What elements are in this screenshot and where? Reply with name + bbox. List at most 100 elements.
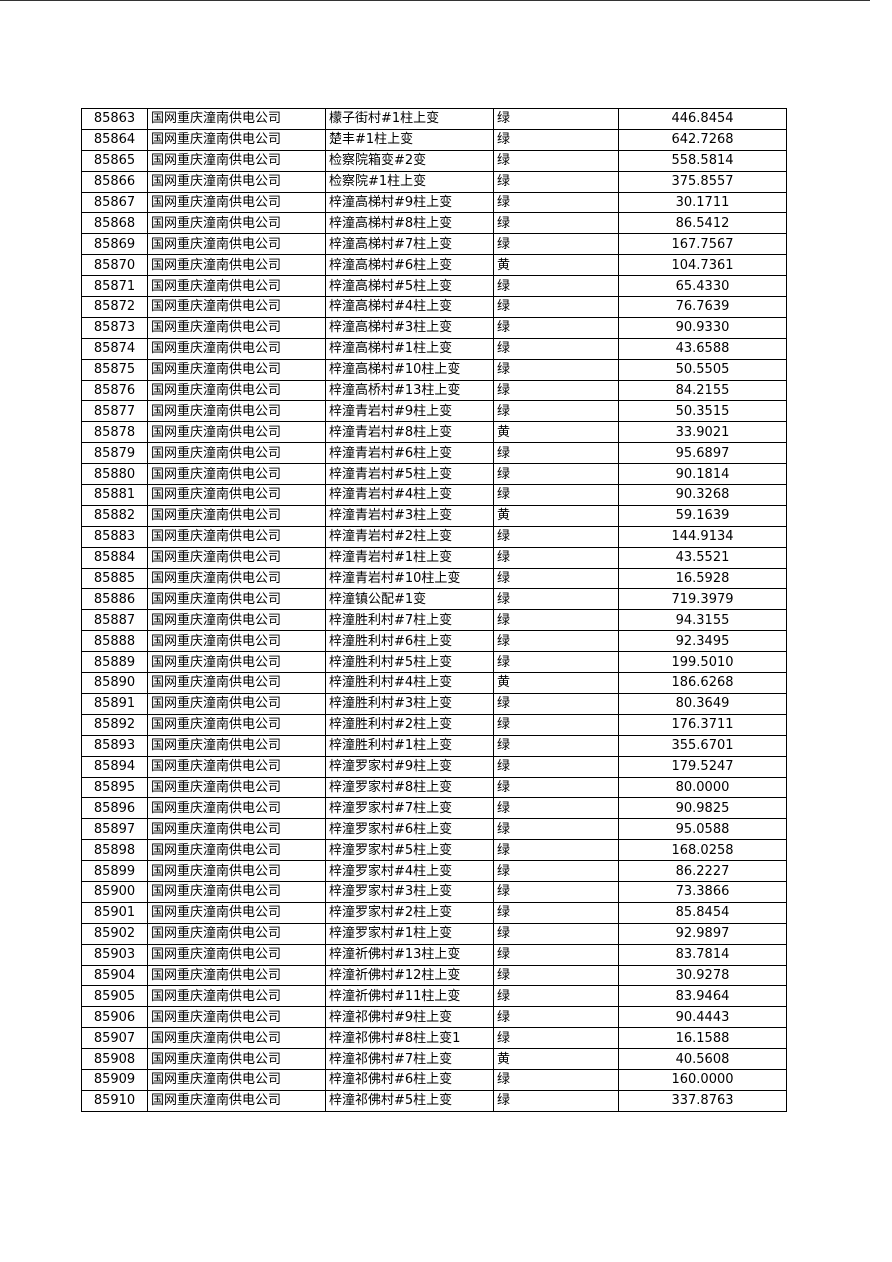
status-color-cell: 绿 xyxy=(493,149,619,172)
status-color-cell: 绿 xyxy=(493,943,619,966)
row-id-cell: 85896 xyxy=(81,797,148,820)
transformer-name-cell: 梓潼罗家村#1柱上变 xyxy=(325,922,494,945)
value-cell: 43.5521 xyxy=(618,546,787,569)
row-id-cell: 85875 xyxy=(81,358,148,381)
row-id-cell: 85881 xyxy=(81,484,148,506)
row-id-cell: 85869 xyxy=(81,233,148,256)
company-cell: 国网重庆潼南供电公司 xyxy=(147,609,326,632)
value-cell: 83.7814 xyxy=(618,943,787,966)
company-cell: 国网重庆潼南供电公司 xyxy=(147,818,326,841)
status-color-cell: 黄 xyxy=(493,504,619,527)
value-cell: 92.3495 xyxy=(618,630,787,653)
company-cell: 国网重庆潼南供电公司 xyxy=(147,1048,326,1070)
status-color-cell: 黄 xyxy=(493,254,619,277)
table-body: 85863 国网重庆潼南供电公司 檬子街村#1柱上变绿 446.8454 85864 国网… xyxy=(81,108,787,1112)
transformer-name-cell: 梓潼青岩村#6柱上变 xyxy=(325,442,494,465)
company-cell: 国网重庆潼南供电公司 xyxy=(147,692,326,715)
table-row: 85874 国网重庆潼南供电公司 梓潼高梯村#1柱上变绿 43.6588 xyxy=(81,337,787,360)
transformer-name-cell: 檬子街村#1柱上变 xyxy=(325,108,494,130)
row-id-cell: 85886 xyxy=(81,588,148,611)
table-row: 85875 国网重庆潼南供电公司 梓潼高梯村#10柱上变绿 50.5505 xyxy=(81,358,787,381)
company-cell: 国网重庆潼南供电公司 xyxy=(147,1089,326,1112)
company-cell: 国网重庆潼南供电公司 xyxy=(147,922,326,945)
status-color-cell: 绿 xyxy=(493,442,619,465)
company-cell: 国网重庆潼南供电公司 xyxy=(147,149,326,172)
status-color-cell: 绿 xyxy=(493,128,619,151)
status-color-cell: 绿 xyxy=(493,880,619,903)
status-color-cell: 绿 xyxy=(493,212,619,235)
table-row: 85909 国网重庆潼南供电公司 梓潼祁佛村#6柱上变绿 160.0000 xyxy=(81,1068,787,1091)
status-color-cell: 绿 xyxy=(493,985,619,1008)
row-id-cell: 85899 xyxy=(81,860,148,882)
status-color-cell: 绿 xyxy=(493,358,619,381)
table-row: 85893 国网重庆潼南供电公司 梓潼胜利村#1柱上变绿 355.6701 xyxy=(81,734,787,757)
company-cell: 国网重庆潼南供电公司 xyxy=(147,400,326,423)
status-color-cell: 绿 xyxy=(493,860,619,882)
transformer-name-cell: 梓潼青岩村#1柱上变 xyxy=(325,546,494,569)
value-cell: 76.7639 xyxy=(618,296,787,318)
transformer-name-cell: 梓潼祁佛村#5柱上变 xyxy=(325,1089,494,1112)
value-cell: 86.5412 xyxy=(618,212,787,235)
table-row: 85903 国网重庆潼南供电公司 梓潼祈佛村#13柱上变绿 83.7814 xyxy=(81,943,787,966)
transformer-name-cell: 楚丰#1柱上变 xyxy=(325,128,494,151)
company-cell: 国网重庆潼南供电公司 xyxy=(147,108,326,130)
company-cell: 国网重庆潼南供电公司 xyxy=(147,525,326,548)
row-id-cell: 85903 xyxy=(81,943,148,966)
transformer-name-cell: 梓潼祁佛村#7柱上变 xyxy=(325,1048,494,1070)
table-row: 85876 国网重庆潼南供电公司 梓潼高桥村#13柱上变绿 84.2155 xyxy=(81,379,787,402)
status-color-cell: 绿 xyxy=(493,797,619,820)
status-color-cell: 绿 xyxy=(493,546,619,569)
company-cell: 国网重庆潼南供电公司 xyxy=(147,901,326,924)
row-id-cell: 85871 xyxy=(81,275,148,298)
row-id-cell: 85906 xyxy=(81,1006,148,1029)
row-id-cell: 85866 xyxy=(81,170,148,193)
company-cell: 国网重庆潼南供电公司 xyxy=(147,630,326,653)
value-cell: 642.7268 xyxy=(618,128,787,151)
status-color-cell: 绿 xyxy=(493,964,619,987)
value-cell: 50.3515 xyxy=(618,400,787,423)
row-id-cell: 85902 xyxy=(81,922,148,945)
table-row: 85872 国网重庆潼南供电公司 梓潼高梯村#4柱上变绿 76.7639 xyxy=(81,296,787,318)
company-cell: 国网重庆潼南供电公司 xyxy=(147,964,326,987)
row-id-cell: 85888 xyxy=(81,630,148,653)
value-cell: 94.3155 xyxy=(618,609,787,632)
status-color-cell: 绿 xyxy=(493,567,619,590)
row-id-cell: 85883 xyxy=(81,525,148,548)
table-row: 85877 国网重庆潼南供电公司 梓潼青岩村#9柱上变绿 50.3515 xyxy=(81,400,787,423)
value-cell: 95.0588 xyxy=(618,818,787,841)
status-color-cell: 绿 xyxy=(493,901,619,924)
value-cell: 30.9278 xyxy=(618,964,787,987)
value-cell: 176.3711 xyxy=(618,713,787,736)
row-id-cell: 85889 xyxy=(81,651,148,674)
transformer-name-cell: 梓潼祈佛村#13柱上变 xyxy=(325,943,494,966)
transformer-name-cell: 梓潼罗家村#8柱上变 xyxy=(325,776,494,799)
company-cell: 国网重庆潼南供电公司 xyxy=(147,504,326,527)
status-color-cell: 绿 xyxy=(493,296,619,318)
company-cell: 国网重庆潼南供电公司 xyxy=(147,379,326,402)
row-id-cell: 85904 xyxy=(81,964,148,987)
table-row: 85882 国网重庆潼南供电公司 梓潼青岩村#3柱上变黄 59.1639 xyxy=(81,504,787,527)
transformer-name-cell: 梓潼胜利村#2柱上变 xyxy=(325,713,494,736)
company-cell: 国网重庆潼南供电公司 xyxy=(147,797,326,820)
company-cell: 国网重庆潼南供电公司 xyxy=(147,170,326,193)
table-row: 85902 国网重庆潼南供电公司 梓潼罗家村#1柱上变绿 92.9897 xyxy=(81,922,787,945)
status-color-cell: 绿 xyxy=(493,1068,619,1091)
table-row: 85868 国网重庆潼南供电公司 梓潼高梯村#8柱上变绿 86.5412 xyxy=(81,212,787,235)
row-id-cell: 85907 xyxy=(81,1027,148,1050)
table-row: 85890 国网重庆潼南供电公司 梓潼胜利村#4柱上变黄 186.6268 xyxy=(81,672,787,694)
table-row: 85891 国网重庆潼南供电公司 梓潼胜利村#3柱上变绿 80.3649 xyxy=(81,692,787,715)
value-cell: 80.0000 xyxy=(618,776,787,799)
row-id-cell: 85908 xyxy=(81,1048,148,1070)
transformer-name-cell: 梓潼高梯村#5柱上变 xyxy=(325,275,494,298)
table-row: 85879 国网重庆潼南供电公司 梓潼青岩村#6柱上变绿 95.6897 xyxy=(81,442,787,465)
value-cell: 73.3866 xyxy=(618,880,787,903)
value-cell: 179.5247 xyxy=(618,755,787,778)
value-cell: 16.5928 xyxy=(618,567,787,590)
transformer-name-cell: 梓潼胜利村#5柱上变 xyxy=(325,651,494,674)
table-row: 85897 国网重庆潼南供电公司 梓潼罗家村#6柱上变绿 95.0588 xyxy=(81,818,787,841)
value-cell: 59.1639 xyxy=(618,504,787,527)
status-color-cell: 绿 xyxy=(493,609,619,632)
status-color-cell: 绿 xyxy=(493,755,619,778)
status-color-cell: 绿 xyxy=(493,588,619,611)
company-cell: 国网重庆潼南供电公司 xyxy=(147,1006,326,1029)
